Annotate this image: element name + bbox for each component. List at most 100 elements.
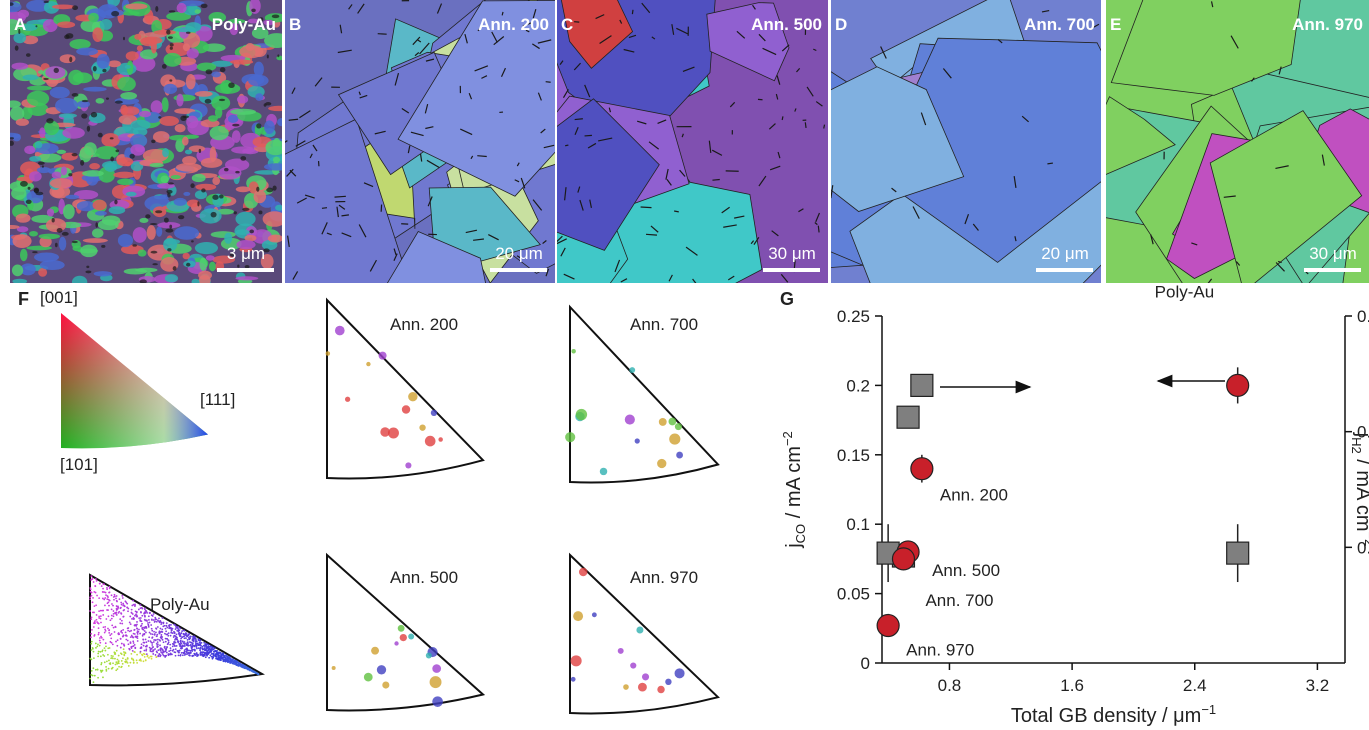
pole-dot: [188, 638, 190, 640]
pole-dot: [209, 655, 211, 657]
grain: [80, 245, 97, 258]
shadow: [169, 225, 172, 229]
panel-letter: D: [835, 15, 847, 34]
pole-dot: [178, 630, 180, 632]
pole-dot: [96, 580, 98, 582]
pole-dot: [141, 647, 143, 649]
grain: [59, 113, 77, 118]
pole-dot: [122, 657, 124, 659]
pole-dot: [122, 663, 124, 665]
pole-dot: [149, 647, 151, 649]
pole-dot: [195, 653, 197, 655]
pole-dot: [164, 633, 166, 635]
grain: [72, 276, 87, 288]
pole-dot: [158, 617, 160, 619]
grain: [117, 77, 136, 92]
grain: [182, 137, 189, 146]
pole-cluster: [659, 418, 667, 426]
pole-dot: [173, 651, 175, 653]
pole-dot: [156, 656, 158, 658]
grain: [34, 252, 59, 262]
grain: [192, 174, 206, 182]
grain: [224, 233, 232, 244]
pole-dot: [154, 634, 156, 636]
pole-dot: [92, 667, 94, 669]
pole-cluster: [571, 655, 582, 666]
pole-dot: [197, 644, 199, 646]
pole-dot: [107, 595, 109, 597]
grain: [183, 192, 190, 196]
shadow: [145, 214, 150, 218]
pole-cluster: [642, 673, 649, 680]
shadow: [186, 32, 191, 34]
pole-dot: [176, 638, 178, 640]
grain: [124, 268, 147, 274]
shadow: [170, 43, 174, 46]
pole-dot: [106, 609, 108, 611]
shadow: [220, 67, 226, 72]
pole-dot: [131, 609, 133, 611]
pole-dot: [155, 654, 157, 656]
pole-dot: [140, 658, 142, 660]
pole-dot: [145, 610, 147, 612]
pole-dot: [137, 631, 139, 633]
pole-dot: [234, 661, 236, 663]
pole-dot: [134, 644, 136, 646]
pole-dot: [105, 630, 107, 632]
shadow: [186, 263, 190, 267]
pole-figure-label: Ann. 500: [390, 568, 458, 587]
pole-dot: [101, 585, 103, 587]
grain: [104, 162, 117, 171]
pole-cluster: [402, 405, 410, 413]
pole-dot: [140, 660, 142, 662]
grain: [131, 120, 151, 131]
grain: [174, 226, 199, 239]
pole-dot: [95, 669, 97, 671]
pole-dot: [207, 653, 209, 655]
grain: [82, 170, 104, 177]
pole-dot: [102, 639, 104, 641]
pole-dot: [162, 653, 164, 655]
panel-label: Ann. 500: [751, 15, 822, 34]
pole-dot: [97, 653, 99, 655]
pole-dot: [190, 652, 192, 654]
pole-dot: [119, 622, 121, 624]
pole-dot: [143, 642, 145, 644]
grain: [3, 225, 20, 229]
pole-dot: [213, 648, 215, 650]
pole-cluster: [625, 414, 635, 424]
pole-dot: [199, 641, 201, 643]
pole-dot: [105, 618, 107, 620]
x-axis-label-text: Total GB density / μm: [1011, 705, 1201, 727]
shadow: [95, 222, 98, 227]
pole-dot: [89, 678, 91, 680]
pole-dot: [120, 631, 122, 633]
shadow: [205, 99, 212, 104]
grain: [154, 30, 176, 35]
data-circle: [1227, 374, 1249, 396]
shadow: [72, 241, 78, 243]
pole-dot: [92, 601, 94, 603]
pole-dot: [122, 603, 124, 605]
grain: [38, 153, 62, 162]
grain: [195, 242, 218, 254]
label-sup: −2: [780, 431, 795, 446]
pole-dot: [168, 627, 170, 629]
pole-dot: [163, 651, 165, 653]
grain: [62, 127, 85, 139]
pole-dot: [162, 649, 164, 651]
pole-dot: [185, 634, 187, 636]
pole-dot: [133, 629, 135, 631]
pole-dot: [113, 627, 115, 629]
pole-dot: [159, 655, 161, 657]
shadow: [168, 182, 174, 184]
pole-cluster: [364, 673, 373, 682]
shadow: [183, 115, 189, 118]
pole-dot: [125, 659, 127, 661]
pole-dot: [113, 599, 115, 601]
shadow: [111, 11, 119, 17]
pole-dot: [184, 645, 186, 647]
shadow: [166, 190, 172, 194]
pole-dot: [148, 615, 150, 617]
pole-dot: [175, 636, 177, 638]
